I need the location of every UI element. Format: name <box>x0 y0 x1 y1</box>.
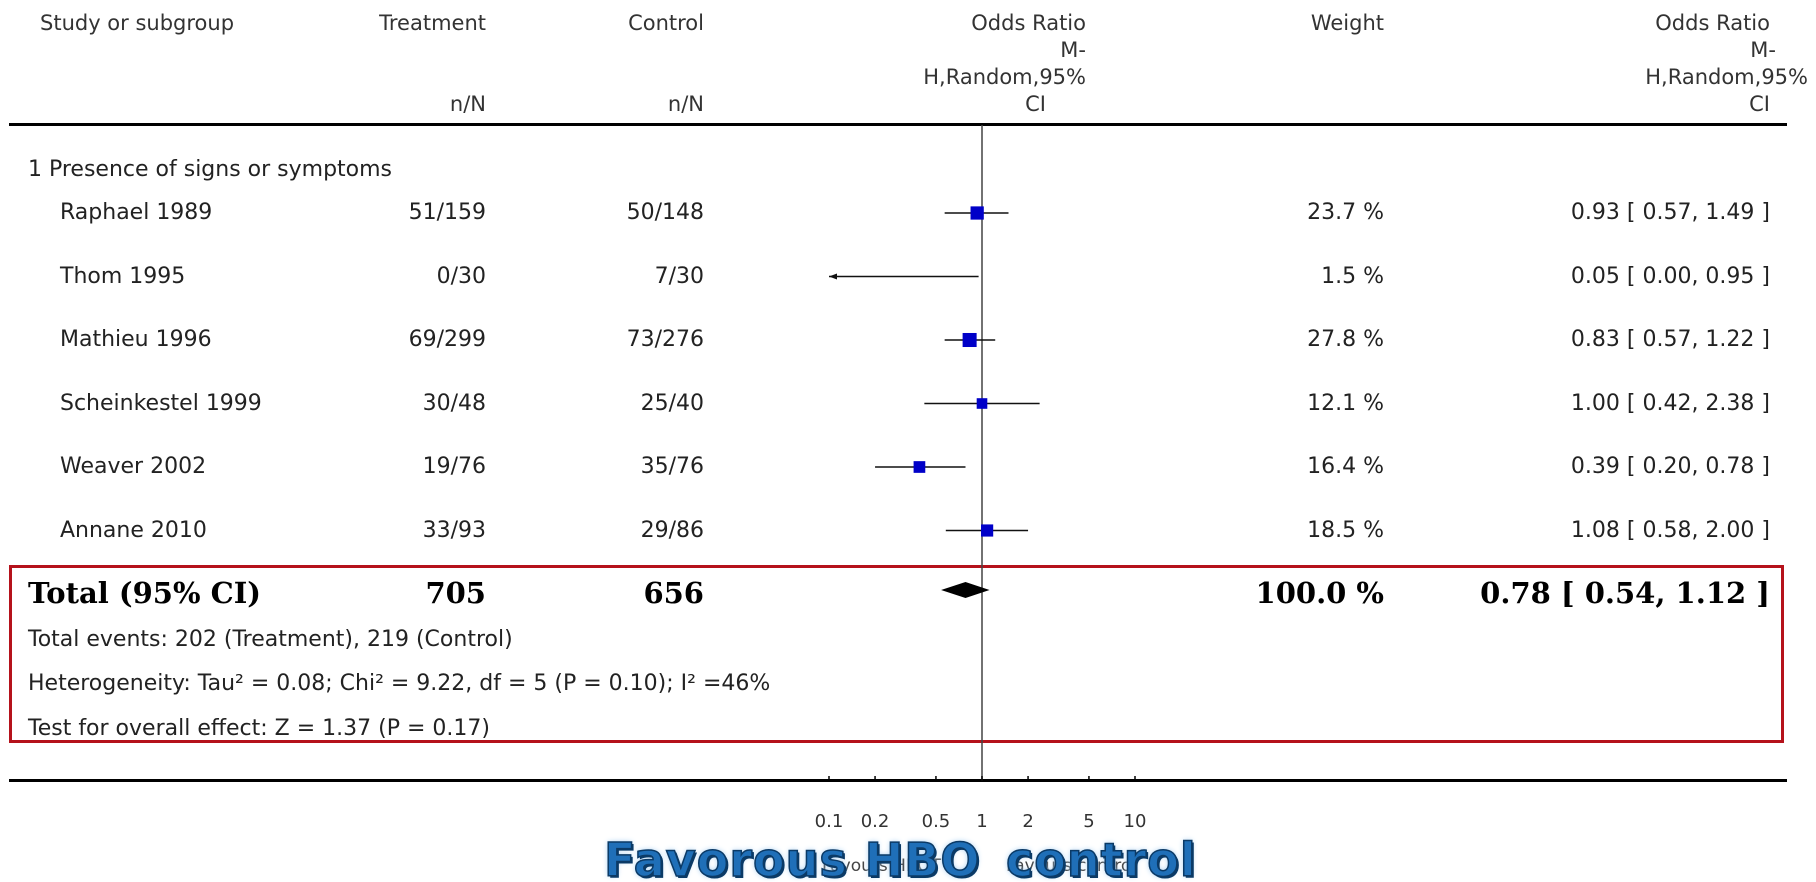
total-highlight-box <box>9 565 1784 743</box>
total-label: Total (95% CI) <box>28 576 261 610</box>
favours-left-overlay: Favorous HBO <box>603 833 981 882</box>
study-name: Thom 1995 <box>60 263 186 289</box>
study-name: Weaver 2002 <box>60 454 207 479</box>
overall-effect: Test for overall effect: Z = 1.37 (P = 0… <box>28 716 490 741</box>
study-or-text: 0.93 [ 0.57, 1.49 ] <box>1570 200 1770 225</box>
study-treatment: 30/48 <box>422 390 486 416</box>
header-control-unit: n/N <box>667 92 704 116</box>
heterogeneity: Heterogeneity: Tau² = 0.08; Chi² = 9.22,… <box>28 671 771 696</box>
footer-divider <box>9 779 1787 782</box>
study-control: 29/86 <box>640 517 704 543</box>
study-marker <box>981 524 994 537</box>
header-study: Study or subgroup <box>40 11 235 35</box>
favours-right-small: Favours control <box>1006 856 1137 876</box>
study-or-text: 1.00 [ 0.42, 2.38 ] <box>1570 390 1770 416</box>
study-treatment: 69/299 <box>408 327 486 352</box>
header-control: Control <box>628 11 704 35</box>
axis-tick-label: 0.5 <box>921 811 951 832</box>
header-weight: Weight <box>1310 11 1384 35</box>
study-weight: 27.8 % <box>1307 327 1384 352</box>
study-marker <box>913 461 926 473</box>
ci-arrow <box>829 273 837 280</box>
header-or-line1: Odds Ratio <box>1655 11 1770 35</box>
study-marker <box>962 332 977 348</box>
total-control: 656 <box>643 576 704 610</box>
favours-right-overlay: control <box>1005 833 1197 882</box>
header-divider <box>9 123 1787 126</box>
header-or-line4: CI <box>1749 92 1770 116</box>
study-weight: 18.5 % <box>1307 517 1384 543</box>
study-name: Scheinkestel 1999 <box>60 390 262 416</box>
study-name: Raphael 1989 <box>60 200 213 225</box>
subgroup-label: 1 Presence of signs or symptoms <box>28 157 393 182</box>
header-treatment-unit: n/N <box>449 92 486 116</box>
header-or-line2: M- <box>1750 38 1776 62</box>
pooled-diamond <box>941 582 990 598</box>
study-control: 73/276 <box>626 327 704 352</box>
study-treatment: 51/159 <box>408 200 486 225</box>
study-marker <box>970 206 984 220</box>
header-or-line3: H,Random,95% <box>1645 65 1808 89</box>
axis-tick-label: 5 <box>1083 811 1095 832</box>
header-plot-line2: M- <box>1060 38 1086 62</box>
axis-tick-label: 2 <box>1022 811 1034 832</box>
axis-tick-label: 0.1 <box>814 811 844 832</box>
header-plot-line3: H,Random,95% <box>923 65 1086 89</box>
total-or-text: 0.78 [ 0.54, 1.12 ] <box>1480 576 1770 610</box>
study-treatment: 33/93 <box>422 517 486 543</box>
study-weight: 1.5 % <box>1321 263 1384 289</box>
total-events: Total events: 202 (Treatment), 219 (Cont… <box>28 627 513 652</box>
axis-tick-label: 1 <box>976 811 988 832</box>
axis-tick-label: 0.2 <box>860 811 890 832</box>
study-name: Annane 2010 <box>60 517 207 543</box>
study-name: Mathieu 1996 <box>60 327 212 352</box>
study-or-text: 1.08 [ 0.58, 2.00 ] <box>1570 517 1770 543</box>
favours-left-small: Favours HBOT <box>822 856 942 876</box>
total-weight: 100.0 % <box>1255 576 1384 610</box>
study-or-text: 0.39 [ 0.20, 0.78 ] <box>1570 454 1770 479</box>
study-treatment: 19/76 <box>422 454 486 479</box>
study-weight: 12.1 % <box>1307 390 1384 416</box>
study-weight: 23.7 % <box>1307 200 1384 225</box>
header-plot-line1: Odds Ratio <box>971 11 1086 35</box>
study-marker <box>976 398 988 409</box>
header-treatment: Treatment <box>379 11 486 35</box>
study-control: 7/30 <box>654 263 704 289</box>
study-or-text: 0.83 [ 0.57, 1.22 ] <box>1570 327 1770 352</box>
study-weight: 16.4 % <box>1307 454 1384 479</box>
axis-tick-label: 10 <box>1123 811 1147 832</box>
study-treatment: 0/30 <box>436 263 486 289</box>
study-control: 25/40 <box>640 390 704 416</box>
header-plot-line4: CI <box>1025 92 1046 116</box>
study-control: 50/148 <box>626 200 704 225</box>
study-or-text: 0.05 [ 0.00, 0.95 ] <box>1570 263 1770 289</box>
total-treatment: 705 <box>425 576 486 610</box>
study-control: 35/76 <box>640 454 704 479</box>
